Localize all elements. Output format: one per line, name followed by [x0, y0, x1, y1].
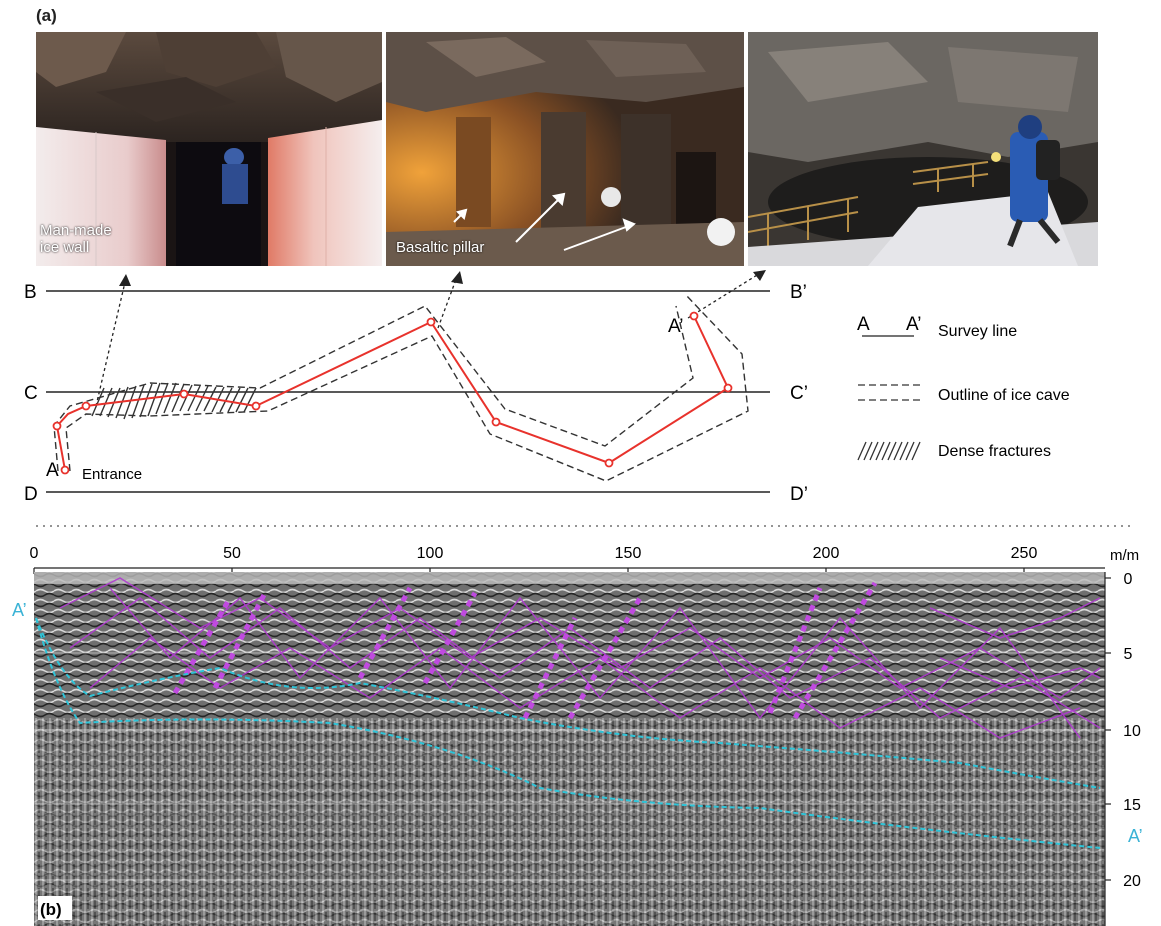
y-tick-label: 10	[1123, 723, 1141, 740]
photo-ice-wall-caption: Man-made ice wall	[40, 222, 112, 256]
gpr-profile: 0 50 100 150 200 250 A’ A’	[12, 545, 1143, 926]
survey-line	[55, 315, 730, 471]
ice-cave-outline	[53, 293, 749, 482]
profile-start-label: A’	[12, 600, 27, 620]
x-tick-label: 50	[223, 545, 241, 562]
interface-lines	[35, 617, 1101, 849]
line-c-right-label: C’	[790, 383, 808, 404]
x-tick-label: 250	[1011, 545, 1038, 562]
y-tick-label: 20	[1123, 873, 1141, 890]
panel-a-label: (a)	[36, 6, 57, 25]
legend-survey-a: A	[857, 314, 870, 335]
x-tick-label: 150	[615, 545, 642, 562]
photo-cave-walkway	[748, 32, 1098, 266]
survey-map: B B’ C C’ D D’ A Entrance A’ A A’ Survey…	[24, 270, 1130, 527]
x-axis: 0 50 100 150 200 250	[30, 545, 1105, 574]
photo-basaltic-pillar-caption: Basaltic pillar	[396, 239, 485, 256]
panel-b-label: (b)	[40, 900, 62, 919]
x-tick-label: 200	[813, 545, 840, 562]
line-b-left-label: B	[24, 282, 37, 303]
caption-line-1: Man-made	[40, 222, 112, 239]
photo-pointer-arrows	[95, 271, 763, 407]
line-d-left-label: D	[24, 484, 38, 505]
y-tick-label: 0	[1124, 571, 1133, 588]
legend-fractures-label: Dense fractures	[938, 443, 1051, 460]
line-c-left-label: C	[24, 383, 38, 404]
panel-b-label-bg	[38, 896, 72, 920]
y-tick-label: 15	[1123, 797, 1141, 814]
y-axis-unit: m/m	[1110, 547, 1139, 564]
survey-end-label: A’	[668, 316, 683, 337]
map-legend: A A’ Survey line Outline of ice cave Den…	[857, 314, 1070, 461]
survey-stations	[52, 311, 733, 475]
y-tick-label: 5	[1124, 646, 1133, 663]
photo-basaltic-pillar: Basaltic pillar	[386, 32, 744, 266]
survey-start-label: A	[46, 460, 59, 481]
arrow-head-3	[753, 270, 766, 281]
legend-outline-label: Outline of ice cave	[938, 387, 1070, 404]
x-tick-label: 0	[30, 545, 39, 562]
arrow-head-2	[451, 271, 463, 284]
legend-survey-line-label: Survey line	[938, 323, 1017, 340]
photo-ice-wall: Man-made ice wall	[36, 32, 382, 266]
x-tick-label: 100	[417, 545, 444, 562]
profile-end-label: A’	[1128, 826, 1143, 846]
legend-survey-a-prime: A’	[906, 314, 921, 335]
entrance-label: Entrance	[82, 466, 142, 483]
caption-line-2: ice wall	[40, 239, 90, 256]
line-d-right-label: D’	[790, 484, 808, 505]
arrow-head-1	[119, 274, 131, 286]
legend-fracture-swatch	[857, 441, 921, 461]
y-axis: m/m 0 5 10 15 20	[1104, 547, 1141, 926]
line-b-right-label: B’	[790, 282, 807, 303]
major-fracture-zones	[172, 581, 878, 720]
